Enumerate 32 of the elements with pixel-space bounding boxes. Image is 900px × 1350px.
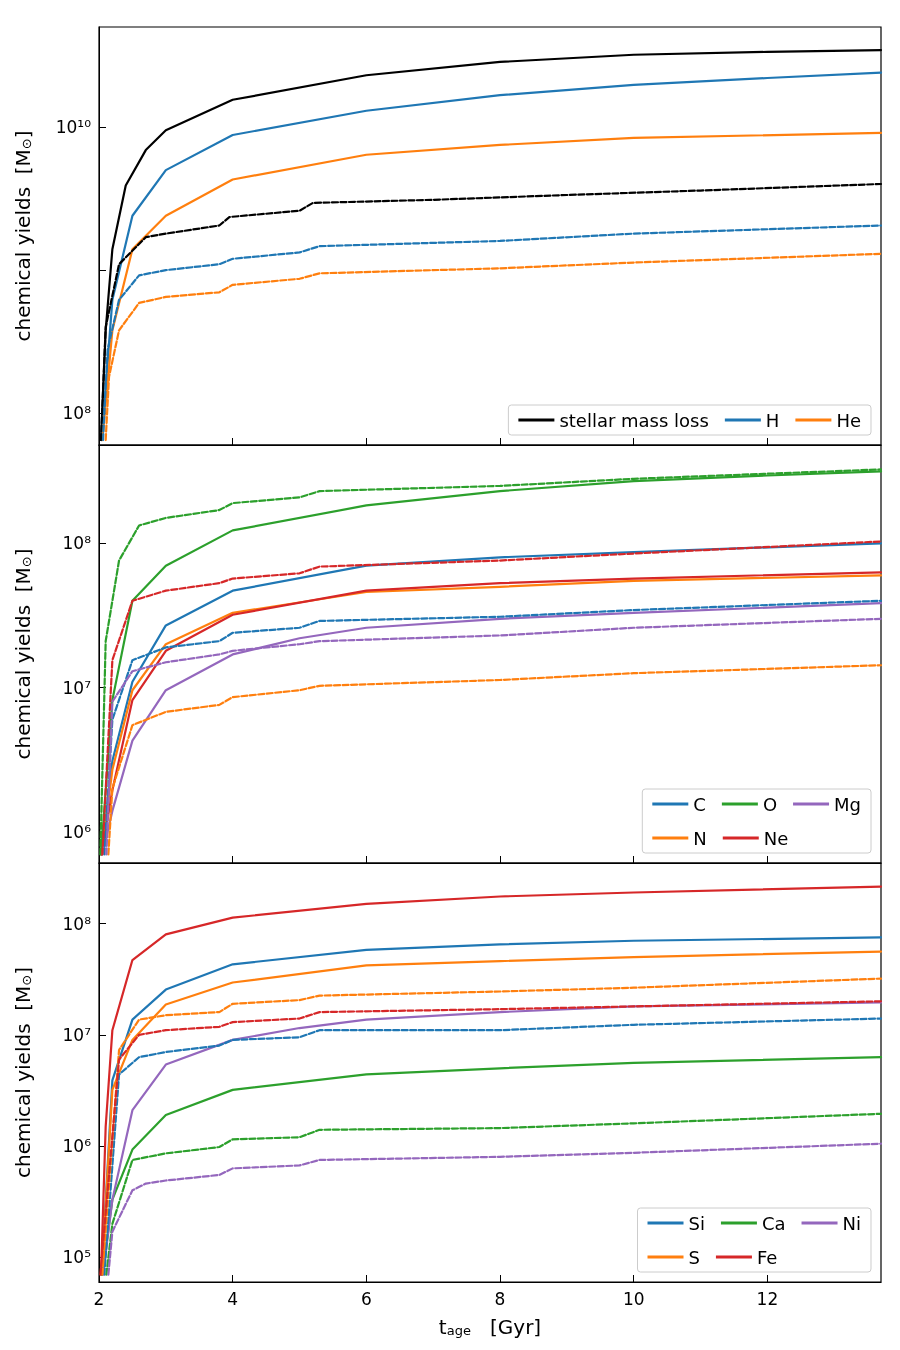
text: tage [Gyr]	[438, 1314, 542, 1339]
y-axis-title: chemical yields [M⊙]	[10, 548, 35, 760]
y-tick-label: 10⁶	[62, 822, 92, 843]
x-tick-label: 12	[756, 1288, 779, 1309]
legend-label: Mg	[834, 793, 862, 815]
y-axis-title: chemical yields [M⊙]	[10, 966, 35, 1179]
y-tick-label: 10¹⁰	[55, 117, 92, 138]
x-tick-label: 4	[227, 1288, 239, 1309]
x-tick-label: 2	[93, 1288, 105, 1309]
legend-label: Ni	[842, 1212, 861, 1234]
legend-label: H	[765, 409, 780, 431]
y-tick-label: 10⁶	[62, 1136, 92, 1157]
x-tick-label: 6	[360, 1288, 372, 1309]
legend-label: He	[836, 409, 861, 431]
legend-label: N	[693, 827, 707, 849]
legend-label: Si	[688, 1212, 705, 1234]
legend-label: C	[693, 793, 706, 815]
x-tick-label: 10	[622, 1288, 645, 1309]
legend-label: O	[762, 793, 778, 815]
legend-label: Ca	[761, 1212, 786, 1234]
y-tick-label: 10⁸	[62, 403, 92, 424]
y-tick-label: 10⁸	[62, 913, 92, 934]
legend-label: stellar mass loss	[559, 409, 709, 431]
legend-label: Ne	[763, 827, 789, 849]
y-tick-label: 10⁷	[62, 677, 92, 698]
legend-label: S	[688, 1246, 700, 1268]
x-tick-label: 8	[494, 1288, 506, 1309]
legend-label: Fe	[756, 1246, 778, 1268]
y-tick-label: 10⁷	[62, 1024, 92, 1045]
y-tick-label: 10⁵	[62, 1247, 91, 1268]
y-tick-label: 10⁸	[62, 533, 92, 554]
y-axis-title: chemical yields [M⊙]	[10, 130, 35, 342]
